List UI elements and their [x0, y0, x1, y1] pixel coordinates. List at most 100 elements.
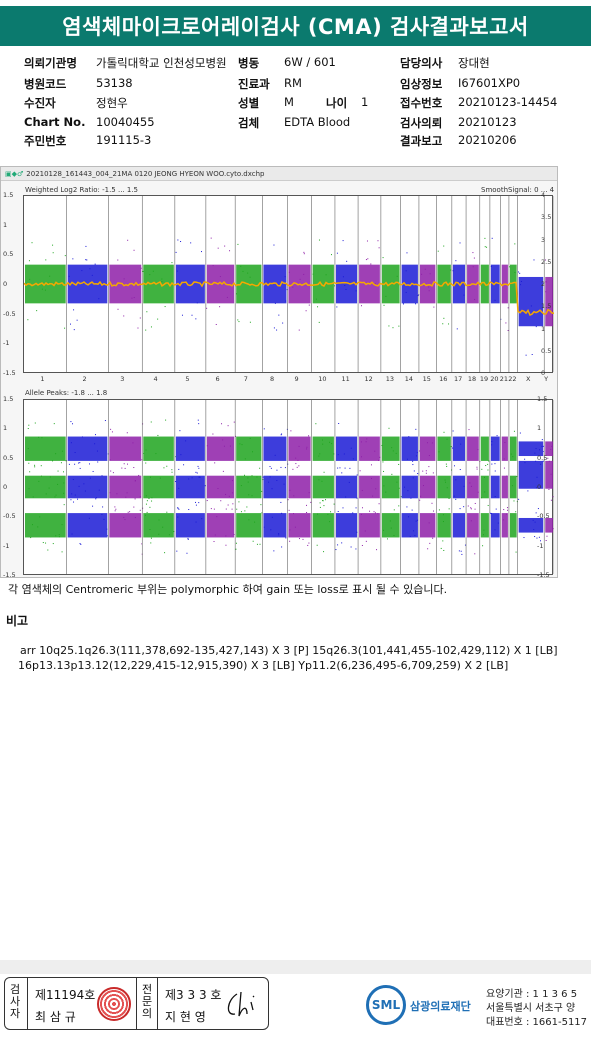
chromosome-label: 8: [269, 375, 275, 383]
clinical-info-value: I67601XP0: [458, 76, 521, 90]
tester-seal: [97, 987, 131, 1021]
chromosome-4-allele: [143, 419, 176, 554]
chromosome-label: 11: [341, 375, 350, 383]
chromosome-label: 21: [499, 375, 509, 383]
smooth-signal-line: [24, 280, 554, 316]
arr-result-line-2: 16p13.13p13.12(12,229,415-12,915,390) X …: [18, 659, 509, 672]
tested-person-label: 수진자: [24, 96, 56, 110]
chromosome-14-allele: [401, 428, 419, 538]
chromosome-label: 2: [82, 375, 87, 383]
specimen-value: EDTA Blood: [284, 115, 351, 129]
axis-tick-label: 2: [541, 280, 546, 288]
tester-license: 제11194호: [35, 988, 96, 1002]
doctor-value: 장대현: [458, 56, 490, 70]
chromosome-5-allele: [175, 419, 206, 554]
chromosome-3-log2: [109, 239, 142, 329]
chromosome-5-log2: [175, 239, 205, 320]
log2-ratio-label: Weighted Log2 Ratio: -1.5 ... 1.5: [25, 186, 139, 194]
axis-tick-label: 0: [3, 483, 8, 491]
axis-tick-label: 1: [537, 424, 542, 433]
chromosome-9-allele: [287, 430, 312, 546]
chromosome-8-allele: [262, 428, 289, 552]
chromosome-15-log2: [419, 264, 436, 308]
specialist-signature: [227, 991, 255, 1017]
cma-plot: ▣◆♂ 20210128_161443_004_21MA 0120 JEONG H…: [0, 166, 558, 579]
remarks-heading: 비고: [6, 614, 29, 628]
sex-value: M: [284, 95, 294, 109]
specialist-name: 지 현 영: [165, 1010, 206, 1024]
chromosome-label: 10: [318, 375, 327, 383]
hospital-code-label: 병원코드: [24, 77, 67, 91]
chromosome-19-allele: [480, 436, 490, 547]
axis-tick-label: -1: [537, 541, 544, 550]
axis-tick-label: -1.5: [537, 571, 550, 579]
request-date-label: 검사의뢰: [400, 116, 443, 130]
chromosome-9-log2: [288, 251, 311, 331]
plot-file-name: 20210128_161443_004_21MA 0120 JEONG HYEO…: [26, 170, 265, 178]
chromosome-label: 20: [490, 375, 499, 383]
chromosome-label: 7: [243, 375, 248, 383]
chromosome-X-log2: [518, 259, 544, 356]
chromosome-11-log2: [335, 240, 358, 308]
axis-tick-label: 0: [541, 369, 546, 377]
chromosome-label: 18: [467, 375, 477, 383]
file-icons: ▣◆♂: [5, 170, 24, 178]
axis-tick-label: 3: [541, 235, 546, 244]
doctor-label: 담당의사: [400, 56, 443, 70]
department-value: RM: [284, 76, 302, 90]
chromosome-label: 15: [422, 375, 431, 383]
chromosome-label: X: [525, 375, 531, 383]
chromosome-label: 17: [453, 375, 463, 383]
chromosome-X-allele: [518, 432, 545, 542]
contact-line-3: 대표번호 : 1661-5117: [486, 1017, 588, 1028]
axis-tick-label: 1.5: [537, 395, 548, 403]
chromosome-14-log2: [401, 252, 420, 305]
chromosome-13-allele: [381, 427, 402, 540]
chromosome-21-log2: [501, 264, 509, 331]
specimen-label: 검체: [238, 116, 260, 130]
chromosome-18-allele: [467, 429, 481, 555]
age-label: 나이: [326, 96, 348, 110]
axis-tick-label: 3.5: [541, 213, 552, 222]
chromosome-18-log2: [467, 252, 479, 304]
allele-svg: [25, 400, 554, 574]
institution-label: 의뢰기관명: [24, 56, 77, 70]
tested-person-value: 정현우: [96, 96, 128, 110]
chromosome-8-log2: [263, 244, 288, 331]
receipt-no-label: 접수번호: [400, 96, 443, 110]
chromosome-label: 3: [120, 375, 125, 383]
report-date-label: 결과보고: [400, 134, 443, 148]
axis-tick-label: 0.5: [541, 346, 552, 355]
chromosome-13-log2: [381, 257, 400, 329]
chromosome-20-allele: [489, 435, 500, 538]
report-date-value: 20210206: [458, 133, 517, 147]
chromosome-15-allele: [418, 436, 436, 550]
department-label: 진료과: [238, 77, 270, 91]
chromosome-7-allele: [235, 436, 264, 550]
chromosome-label: 6: [215, 375, 220, 383]
axis-tick-label: -0.5: [3, 309, 16, 318]
axis-tick-label: 1.5: [3, 191, 14, 199]
axis-tick-label: 0: [537, 483, 542, 491]
chromosome-4-log2: [142, 262, 174, 331]
chromosome-Y-log2: [545, 259, 553, 327]
axis-tick-label: 0.5: [537, 453, 548, 462]
chromosome-22-allele: [509, 430, 518, 553]
clinical-info-label: 임상정보: [400, 77, 443, 91]
contact-line-2: 서울특별시 서초구 양: [486, 1003, 576, 1014]
chromosome-2-log2: [67, 245, 108, 331]
chromosome-17-allele: [452, 430, 466, 555]
chromosome-12-allele: [359, 436, 381, 551]
allele-peaks-label: Allele Peaks: -1.8 ... 1.8: [25, 389, 108, 397]
axis-tick-label: 2.5: [541, 257, 552, 266]
axis-tick-label: -1.5: [3, 369, 16, 377]
age-value: 1: [361, 95, 369, 109]
chromosome-label: 1: [40, 375, 45, 383]
chart-no-label: Chart No.: [24, 115, 86, 129]
chromosome-label: Y: [544, 375, 549, 383]
contact-line-1: 요양기관 : 1 1 3 6 5: [486, 989, 578, 1000]
chromosome-label: 19: [479, 375, 489, 383]
